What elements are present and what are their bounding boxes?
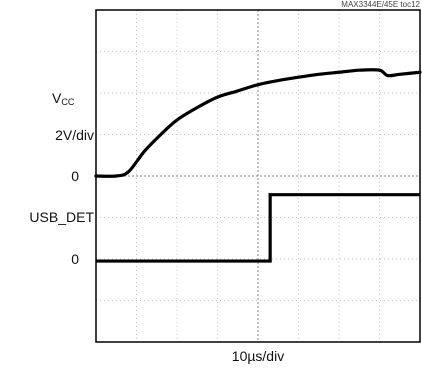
vcc-label-sub: CC [61, 97, 75, 107]
grid [96, 10, 420, 342]
vcc-channel-label: VCC [52, 90, 93, 110]
usb-det-channel-label: USB_DET [29, 209, 94, 225]
usb-det-zero-label: 0 [71, 251, 79, 267]
vertical-scale-label: 2V/div [55, 127, 94, 143]
time-scale-label: 10µs/div [231, 348, 285, 364]
figure-id: MAX3344E/45E toc12 [341, 0, 420, 9]
vcc-label-main: V [52, 90, 62, 106]
usb-det-trace [96, 193, 420, 263]
vcc-zero-label: 0 [71, 168, 79, 184]
vcc-trace [94, 68, 422, 178]
